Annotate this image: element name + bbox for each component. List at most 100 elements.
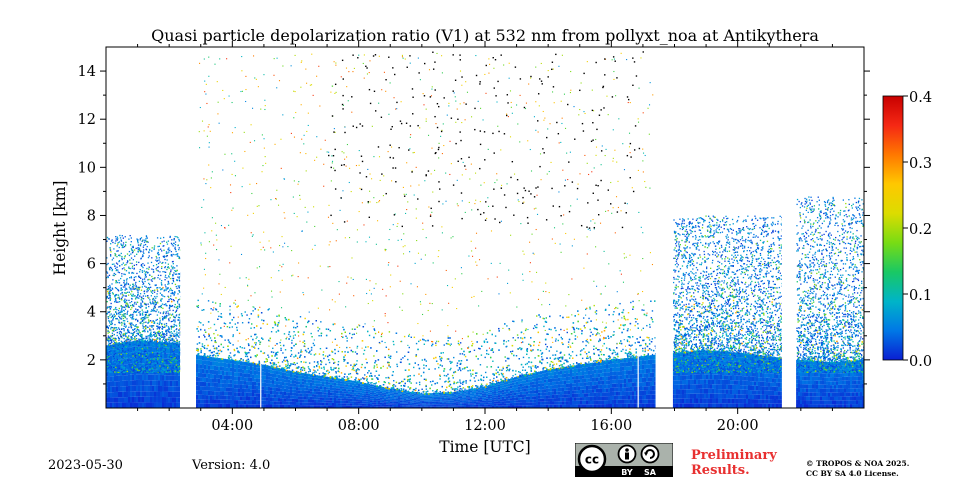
bl-cell <box>530 390 532 394</box>
bl-cell <box>648 381 650 387</box>
bl-cell <box>752 399 754 404</box>
bl-cell <box>326 400 328 403</box>
bl-cell <box>222 387 224 392</box>
bl-cell <box>732 356 734 362</box>
bl-cell <box>212 403 214 408</box>
bl-cell <box>420 401 422 404</box>
bl-cell <box>434 400 436 402</box>
bl-cell <box>110 371 112 377</box>
bl-cell <box>638 378 640 383</box>
bl-cell <box>820 361 822 366</box>
bl-cell <box>686 403 688 408</box>
bl-cell <box>196 372 198 377</box>
bl-cell <box>588 378 590 382</box>
bl-cell <box>342 388 344 392</box>
bl-cell <box>256 374 258 379</box>
bl-cell <box>492 399 494 402</box>
bl-cell <box>286 369 288 374</box>
bl-cell <box>152 347 154 353</box>
bl-cell <box>650 381 652 387</box>
bl-cell <box>766 382 768 387</box>
bl-cell <box>728 384 730 390</box>
bl-cell <box>264 397 266 401</box>
bl-cell <box>746 385 748 390</box>
bl-cell <box>640 403 642 408</box>
bl-cell <box>178 397 180 403</box>
speckle <box>246 314 248 316</box>
bl-cell <box>342 383 344 387</box>
bl-cell <box>378 400 380 403</box>
bl-cell <box>700 364 702 370</box>
bl-cell <box>862 399 864 404</box>
bl-cell <box>422 398 424 400</box>
bl-cell <box>442 395 444 397</box>
bl-cell <box>514 405 516 408</box>
bl-cell <box>758 363 760 369</box>
bl-cell <box>694 370 696 375</box>
bl-cell <box>620 362 622 367</box>
bl-cell <box>352 382 354 386</box>
bl-cell <box>644 377 646 382</box>
bl-cell <box>200 399 202 404</box>
bl-cell <box>554 388 556 392</box>
bl-cell <box>130 380 132 386</box>
bl-cell <box>486 402 488 405</box>
bl-cell <box>562 380 564 385</box>
bl-cell <box>682 370 684 376</box>
bl-cell <box>314 385 316 389</box>
bl-cell <box>388 390 390 392</box>
bl-cell <box>294 383 296 387</box>
bl-cell <box>684 384 686 390</box>
speckle <box>440 392 442 395</box>
bl-cell <box>322 397 324 401</box>
bl-cell <box>796 395 798 400</box>
bl-cell <box>400 391 402 394</box>
bl-cell <box>550 398 552 402</box>
bl-cell <box>240 365 242 369</box>
bl-cell <box>338 400 340 404</box>
bl-cell <box>350 382 352 385</box>
bl-cell <box>386 406 388 408</box>
speckle <box>459 342 462 344</box>
bl-cell <box>170 386 172 392</box>
bl-cell <box>270 380 272 384</box>
bl-cell <box>746 353 748 359</box>
bl-cell <box>798 379 800 384</box>
speckle <box>120 342 122 345</box>
bl-cell <box>610 403 612 408</box>
bl-cell <box>764 394 766 400</box>
bl-cell <box>634 395 636 400</box>
bl-cell <box>726 389 728 394</box>
bl-cell <box>300 384 302 388</box>
bl-cell <box>494 395 496 398</box>
bl-cell <box>812 400 814 405</box>
bl-cell <box>436 405 438 407</box>
bl-cell <box>774 361 776 366</box>
bl-cell <box>128 402 130 408</box>
bl-cell <box>566 401 568 405</box>
bl-cell <box>762 377 764 382</box>
bl-cell <box>770 377 772 383</box>
bl-cell <box>210 373 212 379</box>
bl-cell <box>618 383 620 388</box>
bl-cell <box>618 403 620 408</box>
bl-cell <box>124 347 126 354</box>
bl-cell <box>324 379 326 382</box>
speckle <box>681 341 683 343</box>
bl-cell <box>560 394 562 398</box>
bl-cell <box>214 361 216 366</box>
bl-cell <box>136 391 138 397</box>
bl-cell <box>798 359 800 364</box>
bl-cell <box>836 404 838 408</box>
bl-cell <box>126 369 128 376</box>
bl-cell <box>702 384 704 389</box>
speckle <box>141 314 144 316</box>
bl-cell <box>508 405 510 408</box>
speckle <box>760 343 762 345</box>
bl-cell <box>834 388 836 393</box>
bl-cell <box>398 393 400 395</box>
bl-cell <box>276 394 278 398</box>
bl-cell <box>106 402 108 408</box>
bl-cell <box>490 406 492 408</box>
bl-cell <box>310 393 312 397</box>
